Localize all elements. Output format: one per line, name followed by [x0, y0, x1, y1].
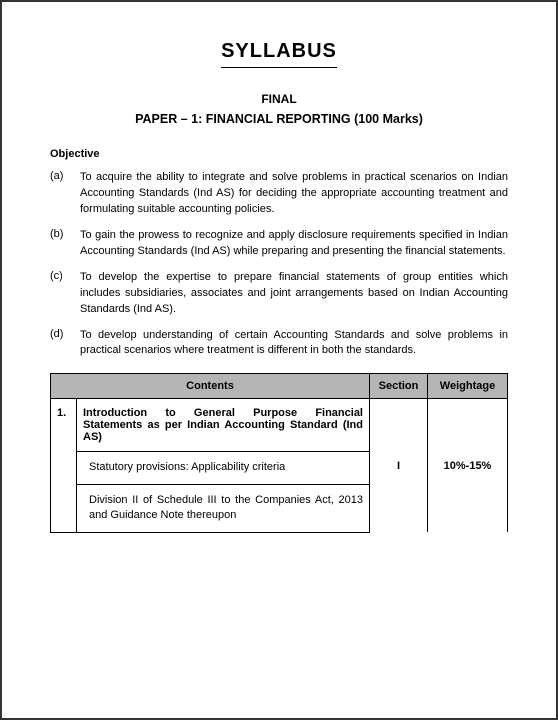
row-content: Division II of Schedule III to the Compa… [77, 484, 370, 532]
row-number-empty [51, 452, 77, 484]
objective-marker: (b) [50, 228, 80, 260]
title-wrap: SYLLABUS [50, 40, 508, 70]
row-number-empty [51, 484, 77, 532]
weightage-cell: 10%-15% [428, 399, 508, 532]
objective-text: To develop the expertise to prepare fina… [80, 270, 508, 318]
table-header-row: Contents Section Weightage [51, 374, 508, 399]
objective-text: To develop understanding of certain Acco… [80, 328, 508, 360]
page: SYLLABUS FINAL PAPER – 1: FINANCIAL REPO… [0, 0, 558, 720]
sub-content-text: Statutory provisions: Applicability crit… [83, 460, 363, 475]
objective-marker: (d) [50, 328, 80, 360]
objective-text: To gain the prowess to recognize and app… [80, 228, 508, 260]
objective-item: (a) To acquire the ability to integrate … [50, 170, 508, 218]
th-section: Section [370, 374, 428, 399]
objective-item: (d) To develop understanding of certain … [50, 328, 508, 360]
row-number: 1. [51, 399, 77, 452]
paper-heading: PAPER – 1: FINANCIAL REPORTING (100 Mark… [50, 112, 508, 126]
objective-item: (c) To develop the expertise to prepare … [50, 270, 508, 318]
objective-marker: (a) [50, 170, 80, 218]
objective-item: (b) To gain the prowess to recognize and… [50, 228, 508, 260]
doc-title: SYLLABUS [221, 40, 337, 68]
objective-heading: Objective [50, 148, 508, 160]
sub-content-text: Division II of Schedule III to the Compa… [83, 493, 363, 524]
table-row: 1. Introduction to General Purpose Finan… [51, 399, 508, 452]
row-content: Introduction to General Purpose Financia… [77, 399, 370, 452]
th-weightage: Weightage [428, 374, 508, 399]
syllabus-table: Contents Section Weightage 1. Introducti… [50, 373, 508, 532]
th-contents: Contents [51, 374, 370, 399]
objective-list: (a) To acquire the ability to integrate … [50, 170, 508, 359]
objective-marker: (c) [50, 270, 80, 318]
level-heading: FINAL [50, 92, 508, 106]
section-cell: I [370, 399, 428, 532]
objective-text: To acquire the ability to integrate and … [80, 170, 508, 218]
row-content: Statutory provisions: Applicability crit… [77, 452, 370, 484]
